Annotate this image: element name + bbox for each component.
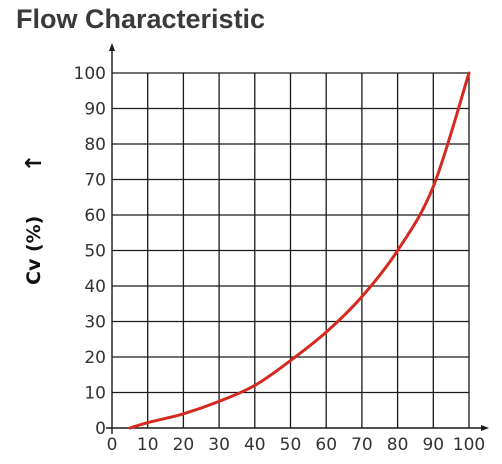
y-tick-label: 0 bbox=[95, 419, 106, 439]
y-axis-label: Cv (%) ↑ bbox=[22, 154, 47, 285]
y-axis-title: Cv (%) bbox=[23, 216, 45, 285]
grid-lines bbox=[112, 72, 470, 428]
x-tick-label: 60 bbox=[315, 435, 337, 455]
x-tick-label: 100 bbox=[453, 435, 485, 455]
series-line bbox=[128, 71, 471, 430]
x-tick-label: 70 bbox=[351, 435, 373, 455]
axes bbox=[106, 43, 489, 434]
x-tick-label: 10 bbox=[137, 435, 159, 455]
y-tick-label: 20 bbox=[84, 348, 106, 368]
y-tick-label: 80 bbox=[84, 135, 106, 155]
x-tick-label: 50 bbox=[280, 435, 302, 455]
tick-labels: 0 10 20 30 40 50 60 70 80 90 100 0 10 20 30 40 50 60 70 80 9… bbox=[74, 64, 486, 455]
x-tick-label: 80 bbox=[387, 435, 409, 455]
x-tick-label: 30 bbox=[208, 435, 230, 455]
x-axis-arrow bbox=[481, 425, 489, 431]
x-tick-label: 0 bbox=[107, 435, 118, 455]
y-tick-label: 100 bbox=[74, 64, 106, 84]
y-tick-label: 10 bbox=[84, 384, 106, 404]
series-lines bbox=[128, 71, 471, 430]
x-tick-label: 90 bbox=[422, 435, 444, 455]
y-tick-label: 40 bbox=[84, 277, 106, 297]
x-tick-label: 40 bbox=[244, 435, 266, 455]
y-axis-title-arrow: ↑ bbox=[22, 154, 47, 172]
y-tick-label: 60 bbox=[84, 206, 106, 226]
y-axis-arrow bbox=[109, 43, 115, 51]
x-tick-label: 20 bbox=[173, 435, 195, 455]
y-tick-label: 90 bbox=[84, 100, 106, 120]
y-tick-label: 50 bbox=[84, 242, 106, 262]
chart-title: Flow Characteristic bbox=[16, 4, 266, 34]
y-tick-label: 30 bbox=[84, 313, 106, 333]
y-tick-label: 70 bbox=[84, 171, 106, 191]
